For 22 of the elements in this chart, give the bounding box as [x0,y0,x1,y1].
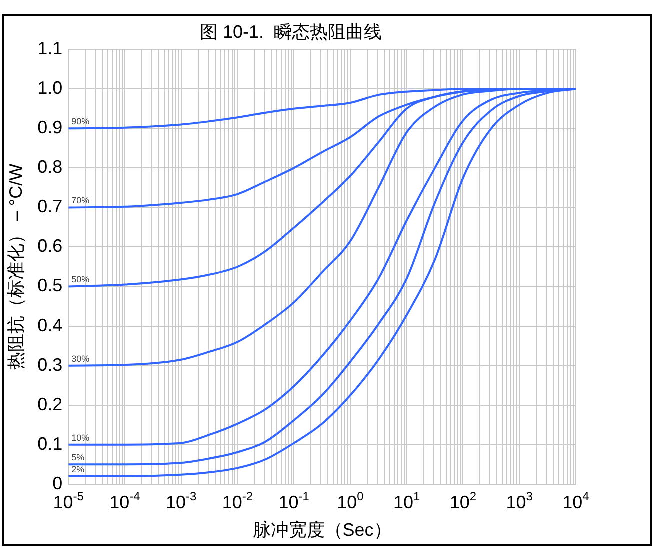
y-tick-label: 0.6 [38,236,63,256]
series-label: 2% [72,464,85,474]
series-label: 5% [72,452,85,463]
y-tick-label: 0.3 [38,354,63,375]
chart-title: 图 10-1. 瞬态热阻曲线 [200,22,382,42]
y-tick-label: 0.8 [38,157,63,178]
series-label: 10% [72,432,90,443]
y-tick-label: 0 [52,473,63,494]
y-axis-title: 热阻抗（标准化） – °C/W [6,164,26,370]
y-tick-label: 0.2 [38,394,63,414]
y-tick-label: 1.0 [38,78,63,98]
series-label: 50% [72,274,90,285]
y-tick-label: 0.4 [38,315,63,336]
series-label: 90% [72,116,90,127]
series-label: 70% [72,196,90,206]
y-tick-label: 0.7 [38,196,63,217]
series-label: 30% [72,354,90,364]
y-tick-label: 0.9 [38,118,63,138]
y-tick-label: 1.1 [38,38,63,59]
x-axis-title: 脉冲宽度（Sec） [252,520,392,540]
y-tick-label: 0.1 [38,434,63,454]
y-tick-label: 0.5 [38,276,63,296]
